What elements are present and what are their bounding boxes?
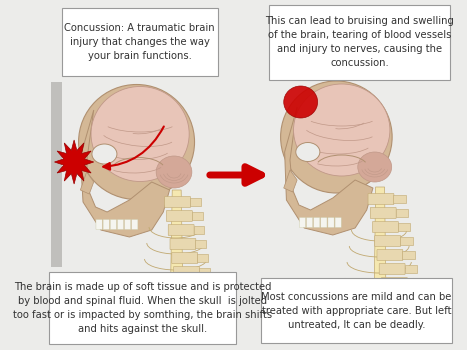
FancyBboxPatch shape [165,196,191,208]
Bar [409,293,422,301]
FancyBboxPatch shape [375,236,401,246]
Text: Concussion: A traumatic brain
injury that changes the way
your brain functions.: Concussion: A traumatic brain injury tha… [64,23,215,61]
Ellipse shape [296,142,320,161]
Ellipse shape [78,84,195,200]
Bar [201,282,212,290]
FancyBboxPatch shape [384,292,410,302]
FancyBboxPatch shape [335,217,341,228]
Text: This can lead to bruising and swelling
of the brain, tearing of blood vessels
an: This can lead to bruising and swelling o… [265,16,454,69]
FancyBboxPatch shape [170,238,196,250]
FancyBboxPatch shape [382,278,407,288]
FancyBboxPatch shape [172,252,198,264]
Polygon shape [284,107,373,235]
Bar [411,307,424,315]
FancyBboxPatch shape [175,280,201,292]
Text: Most concussions are mild and can be
treated with appropriate care. But left
unt: Most concussions are mild and can be tre… [261,292,452,329]
FancyBboxPatch shape [379,264,405,274]
Bar [400,237,413,245]
FancyBboxPatch shape [373,222,398,232]
FancyBboxPatch shape [306,217,313,228]
FancyBboxPatch shape [132,219,138,230]
FancyBboxPatch shape [299,217,305,228]
FancyBboxPatch shape [49,272,236,344]
Bar [403,251,415,259]
FancyBboxPatch shape [110,219,116,230]
Ellipse shape [156,156,192,188]
Bar [194,226,205,234]
FancyBboxPatch shape [125,219,131,230]
FancyBboxPatch shape [96,219,102,230]
Bar [51,82,62,267]
FancyBboxPatch shape [261,278,453,343]
Polygon shape [170,190,183,292]
Ellipse shape [284,86,318,118]
FancyBboxPatch shape [174,266,199,278]
FancyBboxPatch shape [117,219,124,230]
Ellipse shape [294,84,390,176]
Ellipse shape [281,81,392,193]
Ellipse shape [92,144,117,164]
Bar [195,240,206,248]
FancyBboxPatch shape [62,8,218,76]
Text: The brain is made up of soft tissue and is protected
by blood and spinal fluid. : The brain is made up of soft tissue and … [13,282,272,334]
Bar [396,209,408,217]
FancyBboxPatch shape [368,194,394,204]
FancyBboxPatch shape [269,5,450,80]
Polygon shape [80,110,170,237]
Polygon shape [80,172,94,194]
FancyBboxPatch shape [168,224,194,236]
FancyBboxPatch shape [314,217,320,228]
FancyBboxPatch shape [321,217,327,228]
Bar [192,212,203,220]
FancyBboxPatch shape [370,208,396,218]
Ellipse shape [91,86,189,182]
Bar [199,268,210,276]
FancyBboxPatch shape [328,217,334,228]
FancyBboxPatch shape [386,306,412,316]
Bar [394,195,406,203]
FancyBboxPatch shape [103,219,109,230]
Ellipse shape [358,152,392,182]
Bar [398,223,410,231]
Polygon shape [284,170,297,192]
FancyBboxPatch shape [377,250,403,260]
Bar [407,279,419,287]
Polygon shape [55,140,94,184]
Bar [190,198,201,206]
Bar [404,265,417,273]
FancyBboxPatch shape [166,210,192,222]
Bar [197,254,208,262]
Polygon shape [374,187,386,322]
